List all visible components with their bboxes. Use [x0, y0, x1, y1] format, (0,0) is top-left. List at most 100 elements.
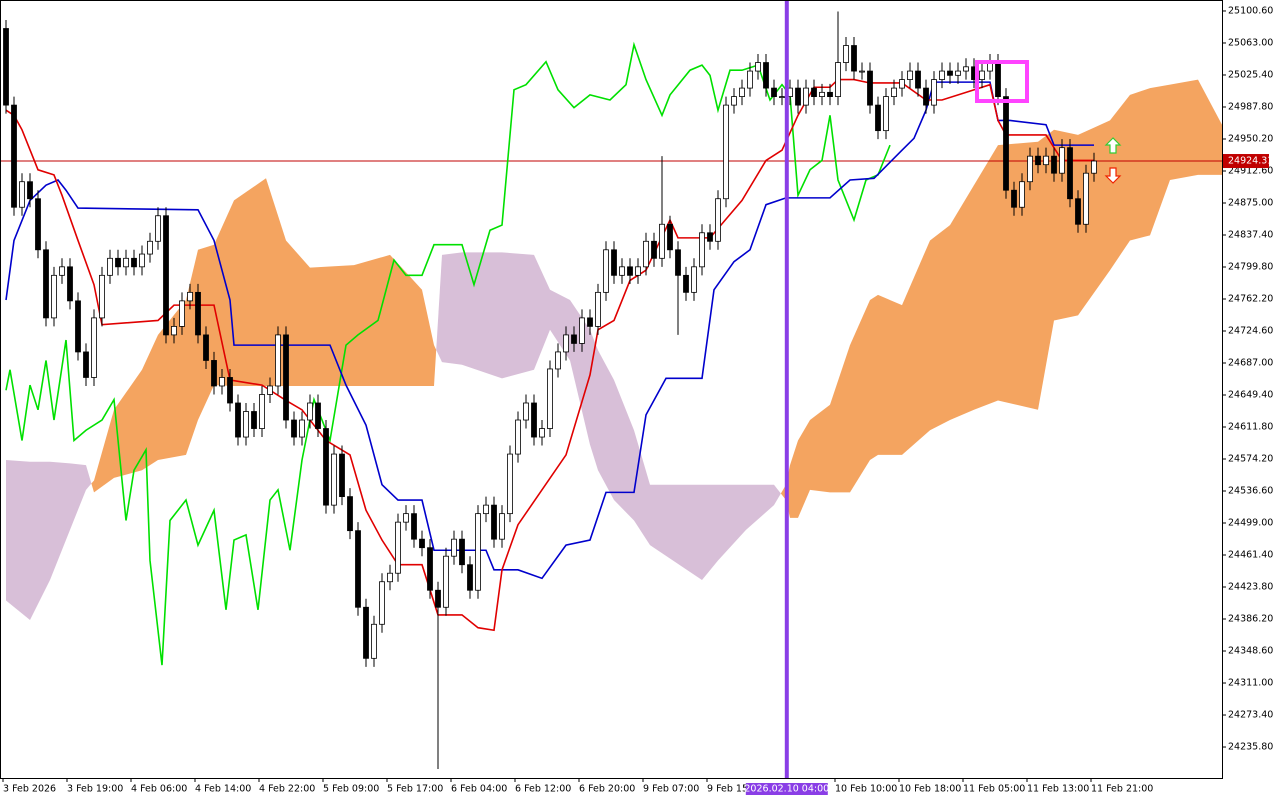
y-tick-label: 24536.60	[1228, 486, 1273, 497]
x-tick-label: 11 Feb 13:00	[1027, 784, 1089, 795]
candle-body	[627, 266, 633, 276]
vertical-marker-label: 2026.02.10 04:00	[744, 784, 829, 795]
y-tick-label: 25025.40	[1228, 69, 1273, 80]
cloud-segment	[614, 380, 634, 521]
candle-body	[99, 274, 105, 319]
candle-body	[35, 198, 41, 251]
candle-body	[179, 300, 185, 327]
candle-body	[651, 240, 657, 259]
candle-body	[19, 181, 25, 208]
candle-body	[603, 249, 609, 293]
candle-body	[683, 274, 689, 293]
candle-body	[707, 232, 713, 242]
candle-body	[1091, 160, 1097, 174]
y-tick-label: 25063.00	[1228, 37, 1273, 48]
indicator-line	[5, 81, 1094, 580]
candle-body	[323, 428, 329, 506]
cloud-segment	[534, 254, 550, 370]
candle-body	[1067, 147, 1073, 200]
candle-body	[843, 45, 849, 63]
cloud-segment	[1150, 84, 1170, 236]
candle-body	[419, 538, 425, 549]
cloud-segment	[878, 294, 902, 455]
cloud-segment	[502, 252, 534, 379]
cloud-segment	[94, 409, 114, 493]
x-tick-label: 3 Feb 19:00	[67, 784, 123, 795]
candle-body	[811, 87, 817, 98]
candle-body	[795, 87, 801, 106]
candle-body	[587, 317, 593, 327]
cloud-segment	[870, 294, 878, 461]
candle-body	[963, 66, 969, 72]
candle-body	[923, 87, 929, 106]
candle-body	[747, 70, 753, 89]
candle-body	[307, 402, 313, 421]
cloud-segment	[998, 141, 1038, 410]
y-tick-label: 24423.80	[1228, 582, 1273, 593]
candle-body	[835, 62, 841, 98]
candle-body	[91, 317, 97, 378]
y-tick-label: 24762.20	[1228, 293, 1273, 304]
candle-body	[731, 96, 737, 106]
candle-body	[723, 104, 729, 200]
x-tick-label: 10 Feb 10:00	[835, 784, 897, 795]
candle-body	[931, 79, 937, 106]
x-tick-label: 4 Feb 22:00	[259, 784, 315, 795]
x-tick-label: 4 Feb 14:00	[195, 784, 251, 795]
x-tick-label: 3 Feb 2026	[3, 784, 56, 795]
candle-body	[203, 334, 209, 361]
cloud-segment	[310, 265, 354, 386]
candle-body	[435, 589, 441, 608]
cloud-segment	[1170, 79, 1198, 181]
cloud-segment	[930, 225, 950, 431]
x-tick-label: 6 Feb 04:00	[451, 784, 507, 795]
candle-body	[891, 87, 897, 98]
x-tick-label: 5 Feb 09:00	[323, 784, 379, 795]
candle-body	[899, 79, 905, 89]
y-tick-label: 24799.80	[1228, 261, 1273, 272]
candle-body	[1019, 181, 1025, 208]
candle-body	[595, 291, 601, 327]
y-tick-label: 24912.60	[1228, 165, 1273, 176]
x-tick-label: 11 Feb 21:00	[1091, 784, 1153, 795]
candle-body	[331, 453, 337, 506]
candle-body	[619, 266, 625, 276]
candle-body	[883, 96, 889, 132]
candle-body	[1043, 155, 1049, 166]
up-arrow	[1104, 137, 1122, 154]
candle-body	[939, 70, 945, 80]
candle-body	[107, 257, 113, 276]
x-tick-label: 9 Feb 07:00	[643, 784, 699, 795]
cloud-segment	[746, 484, 774, 530]
y-tick-label: 24386.20	[1228, 614, 1273, 625]
candle-body	[235, 402, 241, 438]
y-tick-label: 24574.20	[1228, 454, 1273, 465]
candle-body	[147, 240, 153, 255]
candle-body	[379, 581, 385, 625]
plot-frame	[0, 0, 1223, 779]
cloud-segment	[718, 484, 746, 561]
candle-body	[699, 232, 705, 268]
down-arrow	[1104, 167, 1122, 184]
current-price-badge	[1223, 154, 1269, 169]
y-tick-label: 24461.40	[1228, 550, 1273, 561]
candle-body	[115, 257, 121, 268]
cloud-segment	[462, 252, 502, 379]
candle-body	[635, 266, 641, 276]
candle-body	[371, 623, 377, 659]
candle-body	[451, 538, 457, 557]
y-tick-label: 24348.60	[1228, 646, 1273, 657]
candle-body	[611, 249, 617, 276]
candle-body	[219, 377, 225, 387]
current-price-label: 24924.31	[1228, 156, 1273, 167]
y-tick-label: 24499.00	[1228, 518, 1273, 529]
candle-body	[1083, 172, 1089, 225]
cloud-segment	[810, 404, 830, 493]
candle-body	[459, 538, 465, 566]
candle-body	[275, 334, 281, 387]
candle-body	[43, 249, 49, 319]
y-tick-label: 24273.40	[1228, 710, 1273, 721]
cloud-segment	[598, 350, 614, 501]
plot-area	[0, 0, 1222, 778]
